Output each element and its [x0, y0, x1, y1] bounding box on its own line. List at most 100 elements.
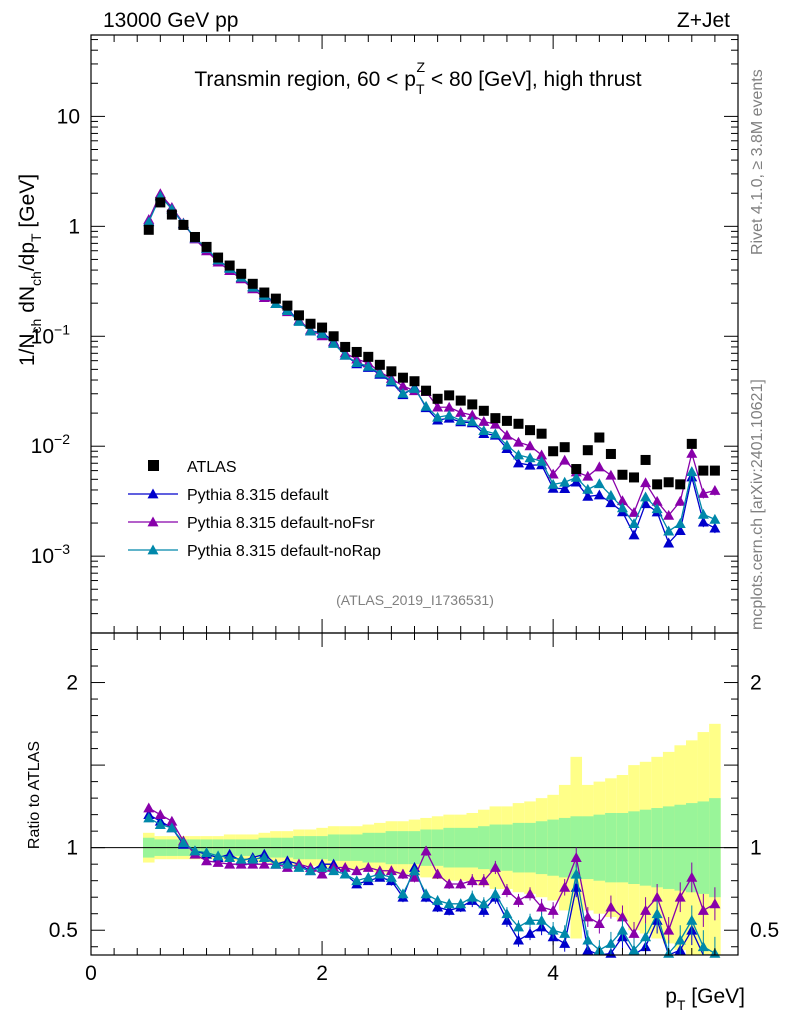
- atlas-data-point: [559, 442, 570, 453]
- series-point-ratio: [512, 895, 524, 905]
- series-point-main: [628, 518, 640, 529]
- series-point-ratio: [512, 934, 524, 945]
- series-point-ratio: [385, 865, 397, 876]
- atlas-data-point: [582, 445, 593, 456]
- series-point-ratio: [443, 878, 455, 889]
- series-point-ratio: [536, 901, 548, 912]
- atlas-data-point: [328, 331, 339, 342]
- ylabel-sub-ch-1: ch: [28, 319, 44, 334]
- series-point-main: [663, 537, 675, 548]
- series-point-main: [674, 495, 686, 506]
- series-point-main: [605, 469, 617, 480]
- series-point-main: [432, 401, 444, 412]
- atlas-data-point: [409, 376, 420, 387]
- series-point-ratio: [362, 861, 374, 872]
- atlas-data-point: [663, 477, 674, 488]
- series-point-main: [362, 360, 374, 371]
- series-point-main: [559, 476, 571, 487]
- series-point-main: [709, 522, 721, 533]
- ylabel-sub-ch-2: ch: [28, 271, 44, 286]
- series-point-main: [582, 483, 594, 494]
- series-point-ratio: [420, 845, 432, 856]
- series-point-ratio: [489, 861, 501, 872]
- atlas-data-point: [305, 318, 316, 329]
- legend: ATLAS Pythia 8.315 default Pythia 8.315 de…: [128, 459, 381, 560]
- atlas-data-point: [675, 479, 686, 490]
- series-point-ratio: [154, 819, 166, 829]
- atlas-data-point: [525, 425, 536, 436]
- series-point-ratio: [351, 865, 363, 876]
- xlabel-sub-t: T: [677, 997, 686, 1013]
- series-point-main: [582, 490, 594, 501]
- series-point-main: [501, 429, 513, 440]
- series-point-ratio: [616, 924, 628, 935]
- series-point-main: [409, 382, 420, 393]
- legend-item: Pythia 8.315 default-noFsr: [128, 515, 375, 532]
- ratio-y-tick-label: 2: [66, 672, 78, 695]
- series-point-ratio: [293, 861, 305, 872]
- series-point-main: [466, 409, 478, 420]
- process-label: Z+Jet: [677, 9, 730, 32]
- series-point-main: [524, 452, 536, 463]
- mc-series-layer: [143, 188, 721, 958]
- series-point-ratio: [512, 921, 524, 932]
- series-point-ratio: [339, 868, 351, 879]
- series-point-main: [709, 513, 721, 524]
- series-point-ratio: [201, 855, 213, 866]
- chart-title: Transmin region, 60 < pTZ < 80 [GeV], hi…: [194, 59, 641, 97]
- y-tick-label-base: 10: [31, 435, 54, 458]
- atlas-data-point: [317, 322, 328, 333]
- ratio-y-tick-label: 1: [66, 837, 78, 860]
- y-tick-label: 10−1: [31, 321, 71, 348]
- series-point-main: [593, 478, 605, 489]
- series-point-main: [466, 415, 478, 426]
- series-point-main: [628, 529, 640, 540]
- series-point-main: [593, 461, 605, 472]
- x-tick-label: 0: [85, 962, 97, 985]
- atlas-data-point: [224, 260, 235, 271]
- series-point-ratio: [420, 888, 432, 899]
- series-point-main: [536, 455, 548, 466]
- series-point-main: [616, 495, 628, 506]
- series-point-ratio: [154, 809, 166, 820]
- series-point-ratio: [686, 914, 698, 925]
- legend-label: Pythia 8.315 default-noFsr: [187, 515, 375, 532]
- title-sub-t: T: [416, 81, 425, 97]
- series-point-main: [709, 484, 721, 495]
- series-point-ratio: [663, 924, 675, 935]
- series-point-ratio: [143, 802, 155, 813]
- series-point-main: [478, 425, 490, 436]
- atlas-data-point: [513, 418, 524, 429]
- series-point-main: [547, 478, 559, 489]
- y-tick-label-exponent: −1: [54, 321, 70, 337]
- xlabel-unit: [GeV]: [685, 985, 745, 1008]
- series-point-ratio: [397, 868, 409, 879]
- atlas-data-point: [143, 224, 154, 235]
- series-point-main: [305, 325, 317, 336]
- series-point-ratio: [489, 888, 501, 899]
- atlas-data-point: [270, 293, 281, 304]
- series-point-ratio: [640, 904, 652, 915]
- series-point-main: [501, 439, 513, 450]
- series-point-main: [663, 509, 675, 520]
- series-point-main: [512, 457, 524, 468]
- series-point-main: [316, 328, 328, 339]
- series-point-ratio: [305, 865, 317, 876]
- series-point-ratio: [177, 837, 189, 848]
- series-point-ratio: [559, 937, 571, 948]
- atlas-data-point: [213, 252, 224, 263]
- series-point-main: [651, 503, 663, 514]
- series-point-ratio: [247, 858, 259, 869]
- series-point-main: [640, 491, 652, 502]
- y-tick-label: 10−2: [31, 431, 71, 458]
- series-point-ratio: [443, 904, 455, 915]
- series-point-main: [593, 489, 605, 500]
- series-point-ratio: [385, 871, 397, 882]
- atlas-data-point: [490, 413, 501, 424]
- series-point-ratio: [316, 861, 328, 872]
- series-point-ratio: [478, 875, 490, 886]
- series-point-main: [686, 471, 698, 482]
- atlas-data-point: [282, 300, 293, 311]
- atlas-data-point: [247, 278, 258, 289]
